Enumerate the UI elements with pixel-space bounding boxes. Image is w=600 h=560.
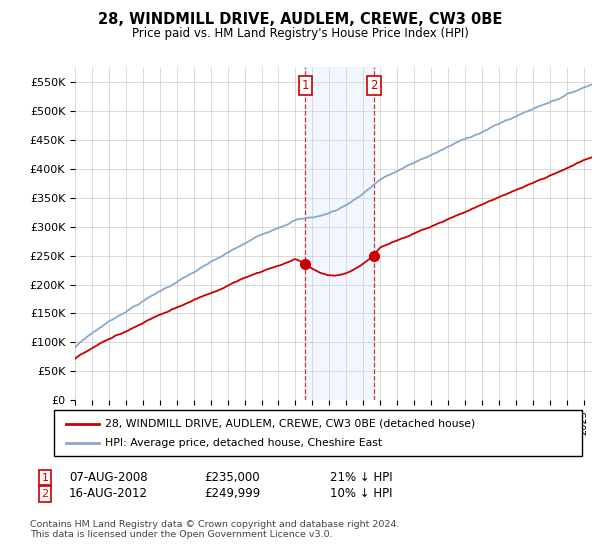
Text: £235,000: £235,000: [204, 471, 260, 484]
Text: 1: 1: [41, 473, 49, 483]
Text: Price paid vs. HM Land Registry's House Price Index (HPI): Price paid vs. HM Land Registry's House …: [131, 27, 469, 40]
Text: 16-AUG-2012: 16-AUG-2012: [69, 487, 148, 501]
Text: 1: 1: [302, 79, 309, 92]
Text: Contains HM Land Registry data © Crown copyright and database right 2024.
This d: Contains HM Land Registry data © Crown c…: [30, 520, 400, 539]
Text: 2: 2: [370, 79, 377, 92]
Text: HPI: Average price, detached house, Cheshire East: HPI: Average price, detached house, Ches…: [105, 438, 382, 449]
Bar: [305, 67, 374, 400]
Text: 10% ↓ HPI: 10% ↓ HPI: [330, 487, 392, 501]
Text: 28, WINDMILL DRIVE, AUDLEM, CREWE, CW3 0BE: 28, WINDMILL DRIVE, AUDLEM, CREWE, CW3 0…: [98, 12, 502, 27]
Text: 2: 2: [41, 489, 49, 499]
Text: 07-AUG-2008: 07-AUG-2008: [69, 471, 148, 484]
Text: 21% ↓ HPI: 21% ↓ HPI: [330, 471, 392, 484]
Text: 28, WINDMILL DRIVE, AUDLEM, CREWE, CW3 0BE (detached house): 28, WINDMILL DRIVE, AUDLEM, CREWE, CW3 0…: [105, 419, 475, 429]
Text: £249,999: £249,999: [204, 487, 260, 501]
